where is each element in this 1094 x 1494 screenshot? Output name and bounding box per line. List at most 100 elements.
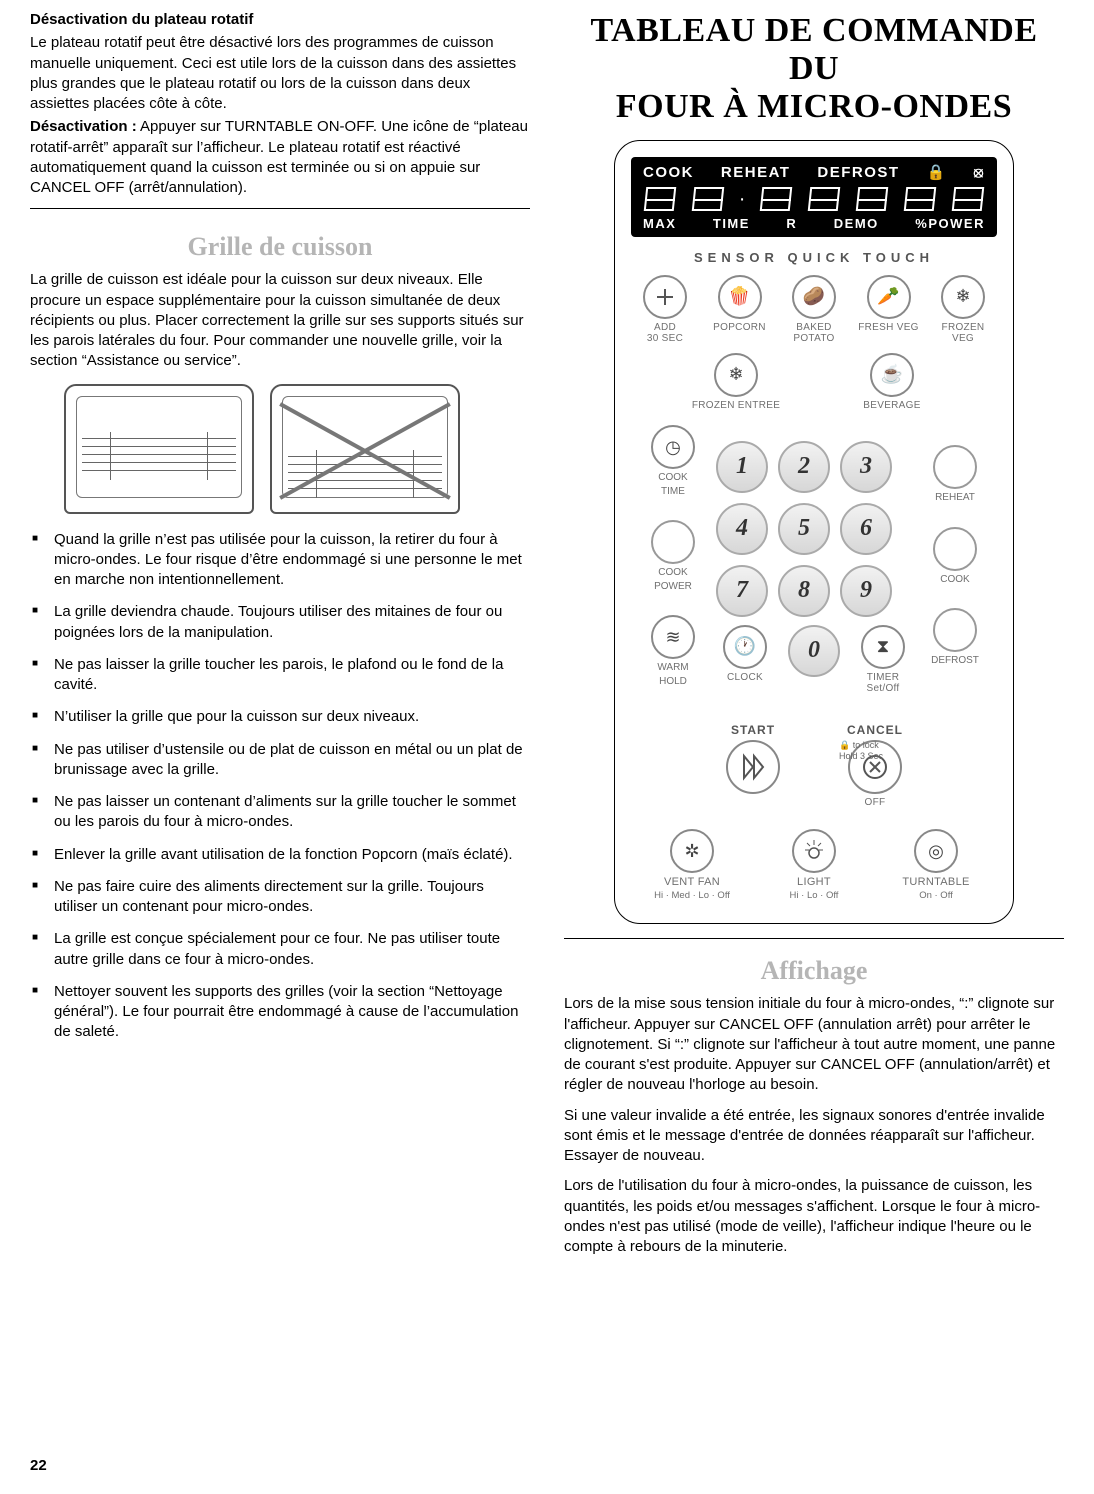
label: COOKTIME xyxy=(642,471,704,498)
sublabel: Hi · Lo · Off xyxy=(759,890,869,903)
title-line1: TABLEAU DE COMMANDE DU xyxy=(590,12,1037,87)
key-8[interactable]: 8 xyxy=(778,565,830,617)
oven-correct xyxy=(64,384,254,514)
label: FRESH VEG xyxy=(855,322,923,334)
key-2[interactable]: 2 xyxy=(778,441,830,493)
disp-word: R xyxy=(786,215,797,233)
sublabel: Hi · Med · Lo · Off xyxy=(637,890,747,903)
label: COOK xyxy=(924,573,986,587)
label: BAKEDPOTATO xyxy=(780,322,848,345)
seven-seg xyxy=(643,185,677,213)
colon: · xyxy=(739,185,746,213)
cook-power-button[interactable] xyxy=(651,520,695,564)
divider xyxy=(564,938,1064,939)
defrost-button[interactable] xyxy=(933,608,977,652)
disp-word: MAX xyxy=(643,215,676,233)
oven-incorrect xyxy=(270,384,460,514)
control-panel: COOK REHEAT DEFROST 🔒 ⦻ · xyxy=(614,140,1014,924)
label-deactivation: Désactivation : xyxy=(30,118,137,135)
start-label: START xyxy=(713,722,793,738)
page-number: 22 xyxy=(30,1456,47,1476)
list-item: Nettoyer souvent les supports des grille… xyxy=(30,982,530,1043)
key-5[interactable]: 5 xyxy=(778,503,830,555)
disp-word: %POWER xyxy=(915,215,985,233)
lock-icon: 🔒 xyxy=(926,163,946,183)
para-deactivation-howto: Désactivation : Appuyer sur TURNTABLE ON… xyxy=(30,117,530,198)
disp-word: DEMO xyxy=(834,215,879,233)
cancel-label: CANCEL xyxy=(835,722,915,738)
key-1[interactable]: 1 xyxy=(716,441,768,493)
key-9[interactable]: 9 xyxy=(840,565,892,617)
numeric-keypad: 1 2 3 4 5 6 7 8 9 xyxy=(716,441,912,617)
display-screen: COOK REHEAT DEFROST 🔒 ⦻ · xyxy=(631,157,997,237)
list-item: Ne pas laisser un contenant d’aliments s… xyxy=(30,792,530,833)
key-7[interactable]: 7 xyxy=(716,565,768,617)
label: COOKPOWER xyxy=(642,566,704,593)
seven-seg xyxy=(855,185,889,213)
baked-potato-button[interactable]: 🥔 xyxy=(792,275,836,319)
para-affichage-2: Si une valeur invalide a été entrée, les… xyxy=(564,1106,1064,1167)
beverage-button[interactable]: ☕ xyxy=(870,353,914,397)
list-item: Ne pas laisser la grille toucher les par… xyxy=(30,655,530,696)
key-0[interactable]: 0 xyxy=(788,625,840,677)
frozen-veg-button[interactable]: ❄ xyxy=(941,275,985,319)
label: TIMERSet/Off xyxy=(854,672,912,695)
list-item: Enlever la grille avant utilisation de l… xyxy=(30,845,530,865)
lock-note: 🔒 to lockHold 3 Sec xyxy=(839,740,909,762)
title-line2: FOUR À MICRO-ONDES xyxy=(616,88,1012,125)
key-4[interactable]: 4 xyxy=(716,503,768,555)
para-deactivation-desc: Le plateau rotatif peut être désactivé l… xyxy=(30,33,530,114)
label: TURNTABLE xyxy=(881,876,991,889)
label: POPCORN xyxy=(706,322,774,334)
key-3[interactable]: 3 xyxy=(840,441,892,493)
list-item: Quand la grille n’est pas utilisée pour … xyxy=(30,530,530,591)
list-item: N’utiliser la grille que pour la cuisson… xyxy=(30,707,530,727)
label: VENT FAN xyxy=(637,876,747,889)
list-item: La grille deviendra chaude. Toujours uti… xyxy=(30,602,530,643)
add-30sec-button[interactable] xyxy=(643,275,687,319)
off-label: OFF xyxy=(835,797,915,809)
seven-seg xyxy=(807,185,841,213)
disp-word: DEFROST xyxy=(817,163,899,183)
clock-button[interactable]: 🕐 xyxy=(723,625,767,669)
subheading-grille: Grille de cuisson xyxy=(30,229,530,264)
label: CLOCK xyxy=(716,672,774,684)
label: ADD30 SEC xyxy=(631,322,699,345)
sublabel: On · Off xyxy=(881,890,991,903)
seven-seg xyxy=(903,185,937,213)
fresh-veg-button[interactable]: 🥕 xyxy=(867,275,911,319)
light-button[interactable] xyxy=(792,829,836,873)
oven-illustrations xyxy=(64,384,530,514)
popcorn-button[interactable]: 🍿 xyxy=(718,275,762,319)
para-affichage-1: Lors de la mise sous tension initiale du… xyxy=(564,994,1064,1095)
dish-icon: ⦻ xyxy=(974,163,985,183)
disp-word: REHEAT xyxy=(721,163,791,183)
vent-fan-button[interactable]: ✲ xyxy=(670,829,714,873)
label: WARMHOLD xyxy=(642,661,704,688)
disp-word: COOK xyxy=(643,163,694,183)
sensor-quick-touch-label: SENSOR QUICK TOUCH xyxy=(631,249,997,267)
disp-word: TIME xyxy=(713,215,750,233)
start-button[interactable] xyxy=(726,740,780,794)
label: LIGHT xyxy=(759,876,869,889)
label: FROZEN ENTREE xyxy=(681,400,791,412)
cook-time-button[interactable]: ◷ xyxy=(651,425,695,469)
heading-deactivation: Désactivation du plateau rotatif xyxy=(30,10,530,30)
list-item: Ne pas faire cuire des aliments directem… xyxy=(30,877,530,918)
divider xyxy=(30,208,530,209)
subheading-affichage: Affichage xyxy=(564,953,1064,988)
list-item: La grille est conçue spécialement pour c… xyxy=(30,929,530,970)
para-grille: La grille de cuisson est idéale pour la … xyxy=(30,270,530,371)
turntable-button[interactable]: ◎ xyxy=(914,829,958,873)
warm-hold-button[interactable]: ≋ xyxy=(651,615,695,659)
seven-seg xyxy=(951,185,985,213)
para-affichage-3: Lors de l'utilisation du four à micro-on… xyxy=(564,1176,1064,1257)
reheat-button[interactable] xyxy=(933,445,977,489)
timer-button[interactable]: ⧗ xyxy=(861,625,905,669)
frozen-entree-button[interactable]: ❄ xyxy=(714,353,758,397)
key-6[interactable]: 6 xyxy=(840,503,892,555)
label: FROZENVEG xyxy=(929,322,997,345)
cook-button[interactable] xyxy=(933,527,977,571)
page-title: TABLEAU DE COMMANDE DU FOUR À MICRO-ONDE… xyxy=(564,12,1064,126)
bullet-list: Quand la grille n’est pas utilisée pour … xyxy=(30,530,530,1043)
